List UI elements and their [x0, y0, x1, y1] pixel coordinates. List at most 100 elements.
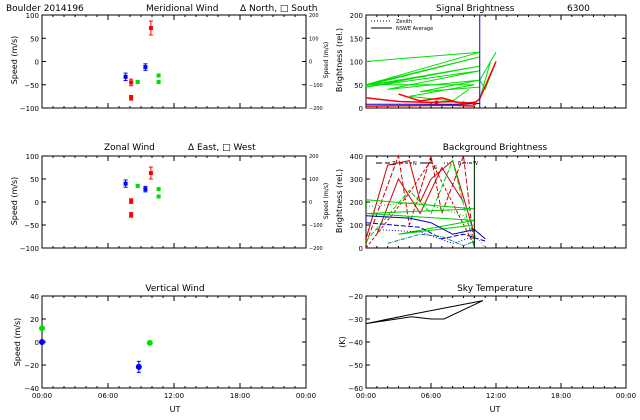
x-tick-label: 12:00	[164, 392, 184, 400]
meridional-wind-title: Meridional Wind	[146, 4, 218, 14]
sky-temperature-panel: Sky Temperature (K) UT −20−30−40−50−6000…	[338, 284, 636, 414]
signal-brightness-panel: Signal Brightness 6300 Brightness (rel.)…	[335, 4, 627, 113]
background-red-trace	[365, 154, 475, 249]
x-tick-label: 00:00	[616, 392, 636, 400]
background-green-trace	[365, 158, 475, 249]
data-point	[156, 187, 161, 192]
y2-tick-label: −200	[309, 106, 323, 112]
y2-tick-label: 0	[309, 60, 312, 66]
x-tick-label: 00:00	[356, 392, 376, 400]
y-tick-label: −20	[348, 293, 363, 301]
y-tick-label: 0	[35, 339, 39, 347]
background-blue-trace	[365, 215, 486, 240]
vertical-wind-ylabel: Speed (m/s)	[13, 318, 22, 367]
zonal-wind-title: Zonal Wind	[104, 143, 155, 153]
data-point	[156, 79, 161, 84]
zonal-wind-marker-key: Δ East, □ West	[188, 143, 256, 153]
sky-temperature-ylabel: (K)	[338, 336, 347, 348]
plot-frame	[365, 155, 627, 249]
y-tick-label: −100	[20, 105, 39, 113]
y-tick-label: 100	[350, 222, 363, 230]
data-point	[123, 74, 128, 79]
data-point	[135, 363, 142, 370]
y-tick-label: −50	[24, 222, 39, 230]
y-tick-label: 150	[350, 35, 363, 43]
y-tick-label: −50	[24, 82, 39, 90]
data-point	[129, 199, 134, 204]
y2-tick-label: 200	[309, 13, 319, 19]
zonal-wind-panel: Zonal Wind Δ East, □ West Speed (m/s) Sp…	[10, 143, 330, 253]
plot-frame	[41, 14, 307, 109]
signal-green-trace	[479, 51, 497, 99]
sky-temperature-line	[365, 300, 484, 325]
y2-tick-label: −100	[309, 83, 323, 89]
data-point	[129, 80, 134, 85]
data-point	[148, 26, 153, 31]
legend-nswe-label: NSWE Average	[396, 26, 433, 32]
y-tick-label: 200	[350, 199, 363, 207]
signal-brightness-wavelength: 6300	[567, 4, 590, 14]
signal-brightness-title: Signal Brightness	[436, 4, 515, 14]
meridional-wind-y2label: Speed (m/s)	[323, 42, 330, 78]
y2-tick-label: 0	[309, 200, 312, 206]
signal-red-trace	[365, 104, 475, 107]
data-point	[156, 73, 161, 78]
y-tick-label: −100	[20, 245, 39, 253]
plot-frame	[41, 295, 307, 389]
y2-tick-label: 200	[309, 154, 319, 160]
meridional-wind-ylabel: Speed (m/s)	[10, 36, 19, 85]
background-brightness-panel: Background Brightness Brightness (rel.) …	[335, 143, 627, 253]
station-header: Boulder 2014196	[6, 4, 84, 14]
data-point	[135, 79, 140, 84]
y-tick-label: 50	[30, 176, 39, 184]
y-tick-label: 50	[354, 82, 363, 90]
data-point	[39, 339, 45, 345]
signal-red-dot	[472, 101, 477, 106]
y-tick-label: 20	[30, 316, 39, 324]
x-tick-label: 06:00	[421, 392, 441, 400]
background-green-trace	[365, 199, 475, 235]
meridional-wind-panel: Boulder 2014196 Meridional Wind Δ North,…	[6, 4, 330, 113]
data-point	[148, 171, 153, 176]
signal-brightness-legend: Zenith NSWE Average	[371, 19, 433, 32]
x-tick-label: 12:00	[486, 392, 506, 400]
data-point	[129, 212, 134, 217]
y2-tick-label: −200	[309, 246, 323, 252]
y-tick-label: −40	[24, 385, 39, 393]
data-point	[146, 339, 153, 346]
y-tick-label: 100	[350, 59, 363, 67]
background-teal-trace	[387, 233, 475, 247]
legend-zenith-label: Zenith	[396, 19, 412, 25]
background-blue-trace	[376, 229, 475, 244]
signal-green-trace	[366, 84, 475, 102]
y-tick-label: 0	[359, 245, 363, 253]
sky-temperature-title: Sky Temperature	[457, 284, 533, 294]
signal-brightness-ylabel: Brightness (rel.)	[335, 28, 344, 92]
plot-frame	[41, 155, 307, 249]
plot-frame	[365, 295, 627, 389]
y-tick-label: 200	[350, 12, 363, 20]
sky-temperature-xlabel: UT	[490, 405, 501, 414]
x-tick-label: 00:00	[32, 392, 52, 400]
zonal-wind-ylabel: Speed (m/s)	[10, 177, 19, 226]
x-tick-label: 18:00	[230, 392, 250, 400]
background-brightness-ylabel: Brightness (rel.)	[335, 169, 344, 233]
y-tick-label: −30	[348, 316, 363, 324]
vertical-wind-xlabel: UT	[170, 405, 181, 414]
legend-w-label: W	[473, 161, 478, 167]
meridional-wind-marker-key: Δ North, □ South	[240, 4, 317, 14]
y2-tick-label: 100	[309, 36, 319, 42]
y-tick-label: −60	[348, 385, 363, 393]
legend-n-label: N	[413, 161, 417, 167]
y-tick-label: 400	[350, 153, 363, 161]
y-tick-label: 100	[26, 153, 39, 161]
y-tick-label: 0	[35, 59, 39, 67]
y-tick-label: 0	[35, 199, 39, 207]
data-point	[39, 325, 45, 332]
x-tick-label: 18:00	[551, 392, 571, 400]
data-point	[135, 183, 140, 188]
y-tick-label: 300	[350, 176, 363, 184]
y-tick-label: −50	[348, 362, 363, 370]
